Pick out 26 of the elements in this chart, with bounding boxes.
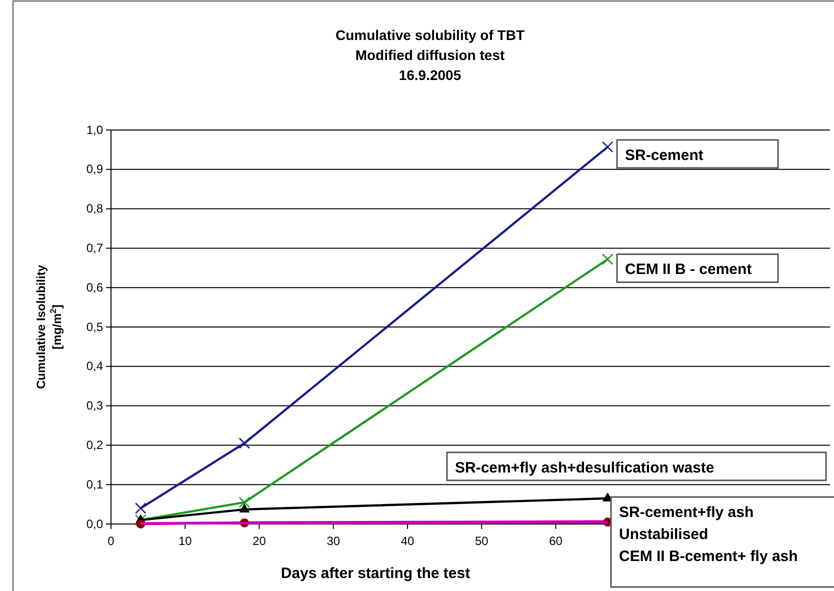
- chart-title: Cumulative solubility of TBT Modified diffusion test 16.9.2005: [335, 27, 525, 83]
- y-tick-label: 0,4: [86, 359, 104, 374]
- x-tick-label: 20: [252, 534, 266, 548]
- x-tick-label: 50: [474, 534, 489, 548]
- series-label: Unstabilised: [619, 526, 708, 543]
- series-label: CEM II B-cement+ fly ash: [619, 548, 798, 565]
- series-label: SR-cem+fly ash+desulfication waste: [455, 459, 714, 476]
- y-tick-label: 0,0: [86, 516, 104, 531]
- y-tick-label: 0,7: [86, 241, 104, 256]
- y-tick-label: 0,8: [86, 202, 104, 216]
- x-axis-title: Days after starting the test: [280, 565, 470, 582]
- y-tick-label: 0,2: [86, 438, 104, 452]
- x-tick-label: 10: [178, 534, 192, 548]
- y-tick-label: 0,9: [86, 162, 104, 176]
- y-tick-label: 0,3: [86, 398, 104, 413]
- x-tick-label: 30: [326, 534, 340, 548]
- x-tick-label: 60: [549, 534, 563, 548]
- y-tick-label: 0,5: [86, 320, 104, 334]
- x-tick-label: 0: [108, 534, 115, 548]
- x-tick-label: 40: [400, 534, 414, 548]
- y-tick-label: 0,6: [86, 280, 104, 294]
- y-tick-label: 1,0: [86, 122, 104, 137]
- y-tick-label: 0,1: [86, 477, 104, 492]
- series-label: SR-cement+fly ash: [619, 504, 754, 521]
- series-label: CEM II B - cement: [625, 261, 752, 278]
- series-label: SR-cement: [625, 146, 704, 164]
